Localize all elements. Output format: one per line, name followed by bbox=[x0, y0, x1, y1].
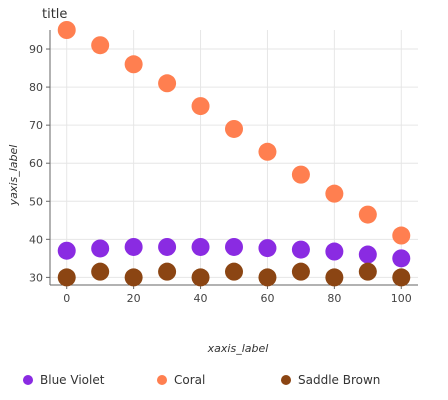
data-point bbox=[158, 237, 177, 256]
y-tick-label: 50 bbox=[29, 195, 43, 208]
x-tick-label: 0 bbox=[63, 292, 70, 305]
data-point bbox=[291, 240, 310, 259]
x-tick-label: 60 bbox=[260, 292, 274, 305]
y-axis-label: yaxis_label bbox=[7, 145, 20, 207]
data-point bbox=[258, 142, 277, 161]
data-point bbox=[258, 268, 277, 287]
data-point bbox=[392, 226, 411, 245]
y-tick-label: 90 bbox=[29, 43, 43, 56]
data-point bbox=[91, 36, 110, 55]
y-axis-ticks: 30 40 50 60 70 80 90 bbox=[29, 43, 50, 284]
y-tick-label: 70 bbox=[29, 119, 43, 132]
data-point bbox=[57, 268, 76, 287]
data-point bbox=[124, 237, 143, 256]
x-axis-label: xaxis_label bbox=[207, 342, 269, 355]
data-point bbox=[91, 262, 110, 281]
data-point bbox=[291, 262, 310, 281]
legend-marker bbox=[157, 375, 167, 385]
chart-title: title bbox=[42, 7, 67, 22]
data-point bbox=[358, 205, 377, 224]
data-point bbox=[124, 55, 143, 74]
data-point bbox=[124, 268, 143, 287]
data-point bbox=[291, 165, 310, 184]
y-tick-label: 60 bbox=[29, 157, 43, 170]
data-point bbox=[358, 245, 377, 264]
y-tick-label: 40 bbox=[29, 233, 43, 246]
legend-marker bbox=[23, 375, 33, 385]
legend-label: Coral bbox=[174, 373, 205, 387]
data-point bbox=[191, 97, 210, 116]
data-point bbox=[392, 268, 411, 287]
data-point bbox=[325, 242, 344, 261]
data-point bbox=[225, 119, 243, 138]
legend-label: Saddle Brown bbox=[298, 373, 380, 387]
data-point bbox=[158, 74, 177, 93]
x-tick-label: 20 bbox=[127, 292, 141, 305]
data-point bbox=[158, 262, 177, 281]
data-point bbox=[358, 262, 377, 281]
data-point bbox=[225, 237, 243, 256]
data-point bbox=[225, 262, 243, 281]
data-point bbox=[91, 239, 110, 258]
legend-label: Blue Violet bbox=[40, 373, 105, 387]
x-tick-label: 100 bbox=[391, 292, 412, 305]
legend-marker bbox=[281, 375, 291, 385]
data-point bbox=[191, 237, 210, 256]
data-point bbox=[325, 268, 344, 287]
data-point bbox=[392, 249, 411, 268]
x-tick-label: 80 bbox=[327, 292, 341, 305]
data-points bbox=[57, 21, 411, 287]
x-axis-ticks: 0 20 40 60 80 100 bbox=[63, 285, 412, 305]
y-tick-label: 30 bbox=[29, 271, 43, 284]
data-point bbox=[191, 268, 210, 287]
data-point bbox=[57, 241, 76, 260]
legend: Blue Violet Coral Saddle Brown bbox=[23, 373, 380, 387]
data-point bbox=[258, 239, 277, 258]
x-tick-label: 40 bbox=[194, 292, 208, 305]
data-point bbox=[57, 21, 76, 39]
data-point bbox=[325, 184, 344, 203]
y-tick-label: 80 bbox=[29, 81, 43, 94]
